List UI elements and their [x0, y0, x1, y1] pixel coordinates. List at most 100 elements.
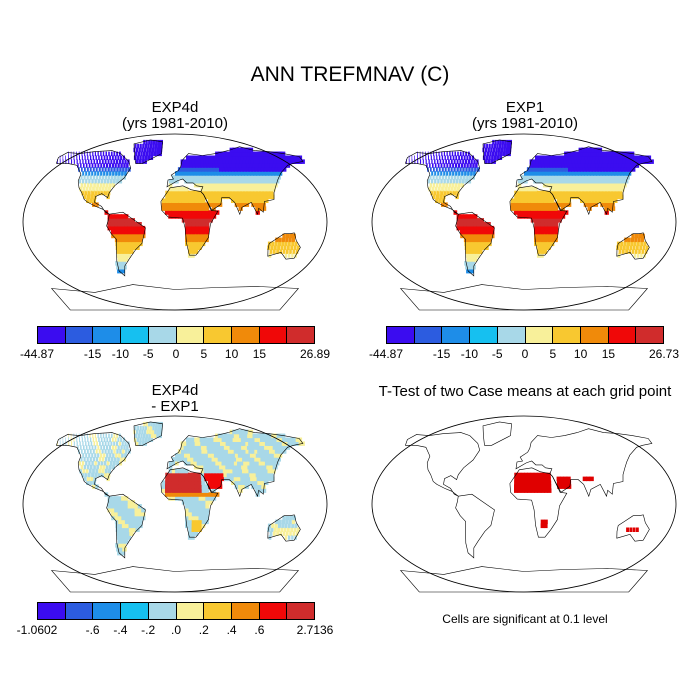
- grid-cell: [159, 425, 163, 431]
- grid-cell: [260, 464, 265, 470]
- grid-cell: [259, 159, 265, 164]
- grid-cell: [272, 182, 278, 188]
- grid-cell: [267, 453, 274, 458]
- grid-cell: [219, 464, 224, 470]
- grid-cell: [107, 457, 111, 462]
- grid-cell: [508, 147, 512, 153]
- grid-cell: [224, 167, 230, 172]
- grid-cell: [589, 476, 594, 482]
- grid-cell: [588, 175, 593, 180]
- coastline-antarctica: [399, 284, 649, 311]
- grid-cell: [264, 171, 271, 176]
- grid-cell: [62, 155, 64, 160]
- grid-cell: [92, 198, 96, 203]
- grid-cell: [630, 241, 634, 247]
- grid-cell: [561, 179, 566, 184]
- grid-cell: [216, 449, 221, 454]
- grid-cell: [229, 429, 235, 435]
- grid-cell: [168, 210, 173, 215]
- grid-cell: [168, 190, 173, 196]
- grid-cell: [587, 202, 592, 207]
- grid-cell: [267, 445, 273, 450]
- grid-cell: [191, 249, 195, 254]
- grid-cell: [466, 155, 469, 160]
- coastline-south-america: [106, 493, 146, 559]
- grid-cell: [241, 182, 246, 188]
- grid-cell: [589, 194, 594, 200]
- grid-cell: [258, 179, 264, 184]
- grid-cell: [188, 519, 193, 525]
- grid-cell: [88, 179, 91, 184]
- grid-cell: [123, 163, 126, 168]
- grid-cell: [244, 433, 250, 439]
- grid-cell: [574, 171, 580, 176]
- grid-cell: [473, 233, 478, 239]
- grid-cell: [197, 194, 202, 200]
- grid-cell: [117, 507, 122, 513]
- grid-cell: [165, 202, 169, 207]
- grid-cell: [150, 151, 154, 157]
- grid-cell: [465, 253, 471, 258]
- map-border: [371, 415, 677, 593]
- grid-cell: [263, 480, 269, 485]
- grid-cell: [230, 167, 236, 172]
- grid-cell: [253, 464, 259, 470]
- grid-cell: [514, 198, 518, 203]
- colorbar-swatch: [93, 327, 122, 343]
- grid-cell: [495, 147, 498, 153]
- grid-cell: [257, 175, 263, 180]
- grid-cell: [225, 453, 231, 458]
- grid-cell: [540, 214, 545, 219]
- grid-cell: [165, 206, 169, 211]
- grid-cell: [533, 186, 538, 192]
- grid-cell: [556, 476, 561, 482]
- grid-cell: [192, 163, 197, 168]
- grid-cell: [514, 484, 518, 489]
- grid-cell: [107, 504, 112, 509]
- grid-cell: [168, 492, 173, 497]
- grid-cell: [457, 182, 461, 188]
- grid-cell: [114, 233, 119, 239]
- grid-cell: [569, 151, 574, 157]
- grid-cell: [263, 449, 269, 454]
- grid-cell: [109, 437, 111, 442]
- grid-cell: [238, 437, 244, 442]
- grid-cell: [537, 229, 542, 235]
- grid-cell: [194, 484, 199, 489]
- grid-cell: [267, 523, 272, 529]
- grid-cell: [184, 198, 189, 203]
- grid-cell: [576, 179, 582, 184]
- grid-cell: [554, 225, 559, 231]
- grid-cell: [211, 159, 216, 164]
- grid-cell: [244, 480, 249, 485]
- grid-cell: [73, 151, 75, 157]
- grid-cell: [121, 543, 126, 548]
- grid-cell: [541, 163, 546, 168]
- grid-cell: [175, 186, 179, 192]
- significance-note: Cells are significant at 0.1 level: [442, 612, 608, 626]
- grid-cell: [469, 163, 472, 168]
- grid-cell: [99, 182, 103, 188]
- grid-cell: [255, 488, 260, 493]
- grid-cell: [207, 194, 212, 200]
- grid-cell: [131, 511, 136, 517]
- grid-cell: [547, 167, 552, 172]
- grid-cell: [539, 175, 544, 180]
- coastline-greenland: [133, 139, 163, 164]
- grid-cell: [102, 464, 106, 470]
- grid-cell: [276, 171, 283, 176]
- grid-cell: [481, 245, 486, 250]
- grid-cell: [487, 237, 492, 243]
- grid-cell: [256, 159, 262, 164]
- grid-cell: [194, 159, 199, 164]
- grid-cell: [466, 214, 471, 219]
- grid-cell: [268, 190, 274, 196]
- grid-cell: [446, 179, 450, 184]
- grid-cell: [189, 167, 194, 172]
- grid-cell: [419, 151, 421, 157]
- grid-cell: [459, 222, 464, 227]
- grid-cell: [226, 190, 232, 196]
- grid-cell: [565, 155, 570, 160]
- grid-cell: [252, 163, 258, 168]
- grid-cell: [122, 437, 125, 442]
